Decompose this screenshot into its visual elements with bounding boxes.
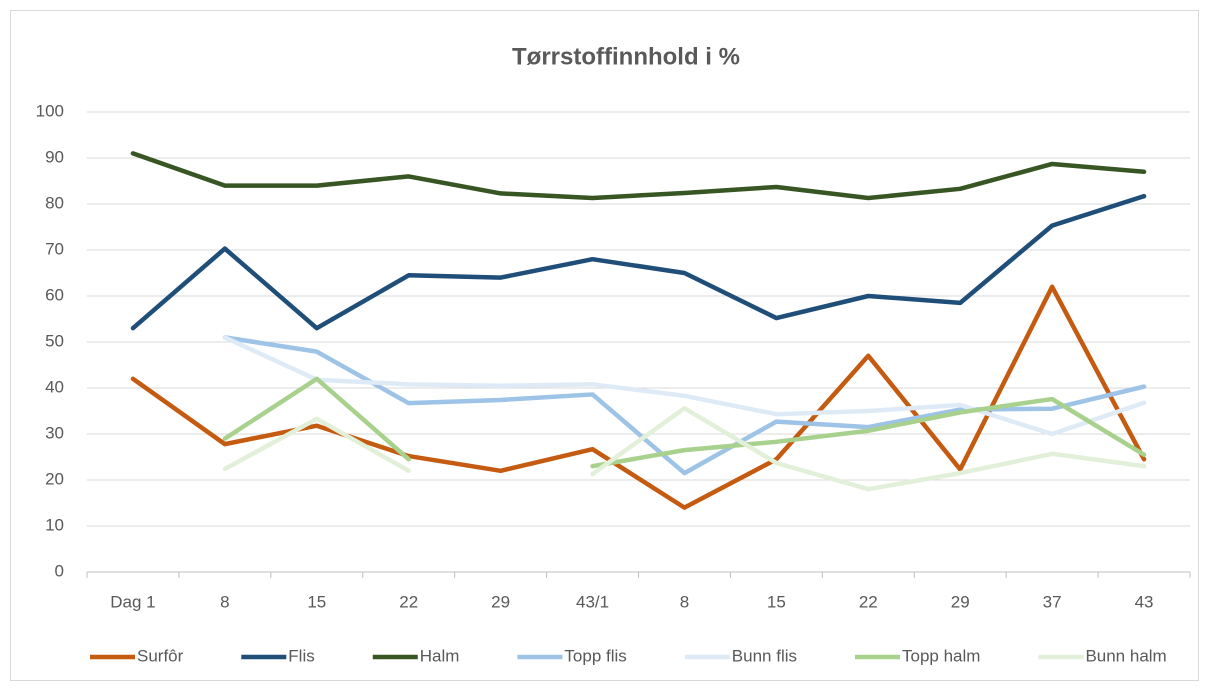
- y-tick-label: 0: [55, 561, 64, 580]
- legend-label: Surfôr: [137, 646, 184, 665]
- x-tick-label: 29: [491, 592, 510, 611]
- x-tick-label: 15: [307, 592, 326, 611]
- y-tick-label: 30: [45, 423, 64, 442]
- y-tick-label: 20: [45, 469, 64, 488]
- series-line: [222, 376, 1147, 469]
- legend-label: Flis: [288, 646, 314, 665]
- x-tick-label: 8: [220, 592, 229, 611]
- x-tick-label: Dag 1: [110, 592, 155, 611]
- y-tick-label: 90: [45, 147, 64, 166]
- legend-label: Topp flis: [564, 646, 626, 665]
- chart-border: [10, 10, 1199, 681]
- x-tick-label: 8: [680, 592, 689, 611]
- x-tick-label: 43/1: [576, 592, 609, 611]
- y-tick-label: 80: [45, 193, 64, 212]
- x-tick-label: 37: [1043, 592, 1062, 611]
- series-line: [222, 335, 1147, 437]
- legend-label: Halm: [420, 646, 460, 665]
- x-tick-label: 29: [951, 592, 970, 611]
- y-tick-label: 50: [45, 331, 64, 350]
- y-tick-label: 10: [45, 515, 64, 534]
- legend-label: Topp halm: [902, 646, 980, 665]
- legend-label: Bunn halm: [1085, 646, 1166, 665]
- y-tick-label: 60: [45, 285, 64, 304]
- series-line: [130, 193, 1147, 331]
- series-line: [222, 405, 1147, 492]
- y-tick-label: 70: [45, 239, 64, 258]
- y-tick-label: 40: [45, 377, 64, 396]
- y-tick-label: 100: [36, 101, 64, 120]
- x-tick-label: 43: [1135, 592, 1154, 611]
- x-tick-label: 22: [859, 592, 878, 611]
- legend-label: Bunn flis: [732, 646, 797, 665]
- chart-title: Tørrstoffinnhold i %: [512, 43, 740, 70]
- x-tick-label: 15: [767, 592, 786, 611]
- series-line: [130, 151, 1147, 201]
- x-tick-label: 22: [399, 592, 418, 611]
